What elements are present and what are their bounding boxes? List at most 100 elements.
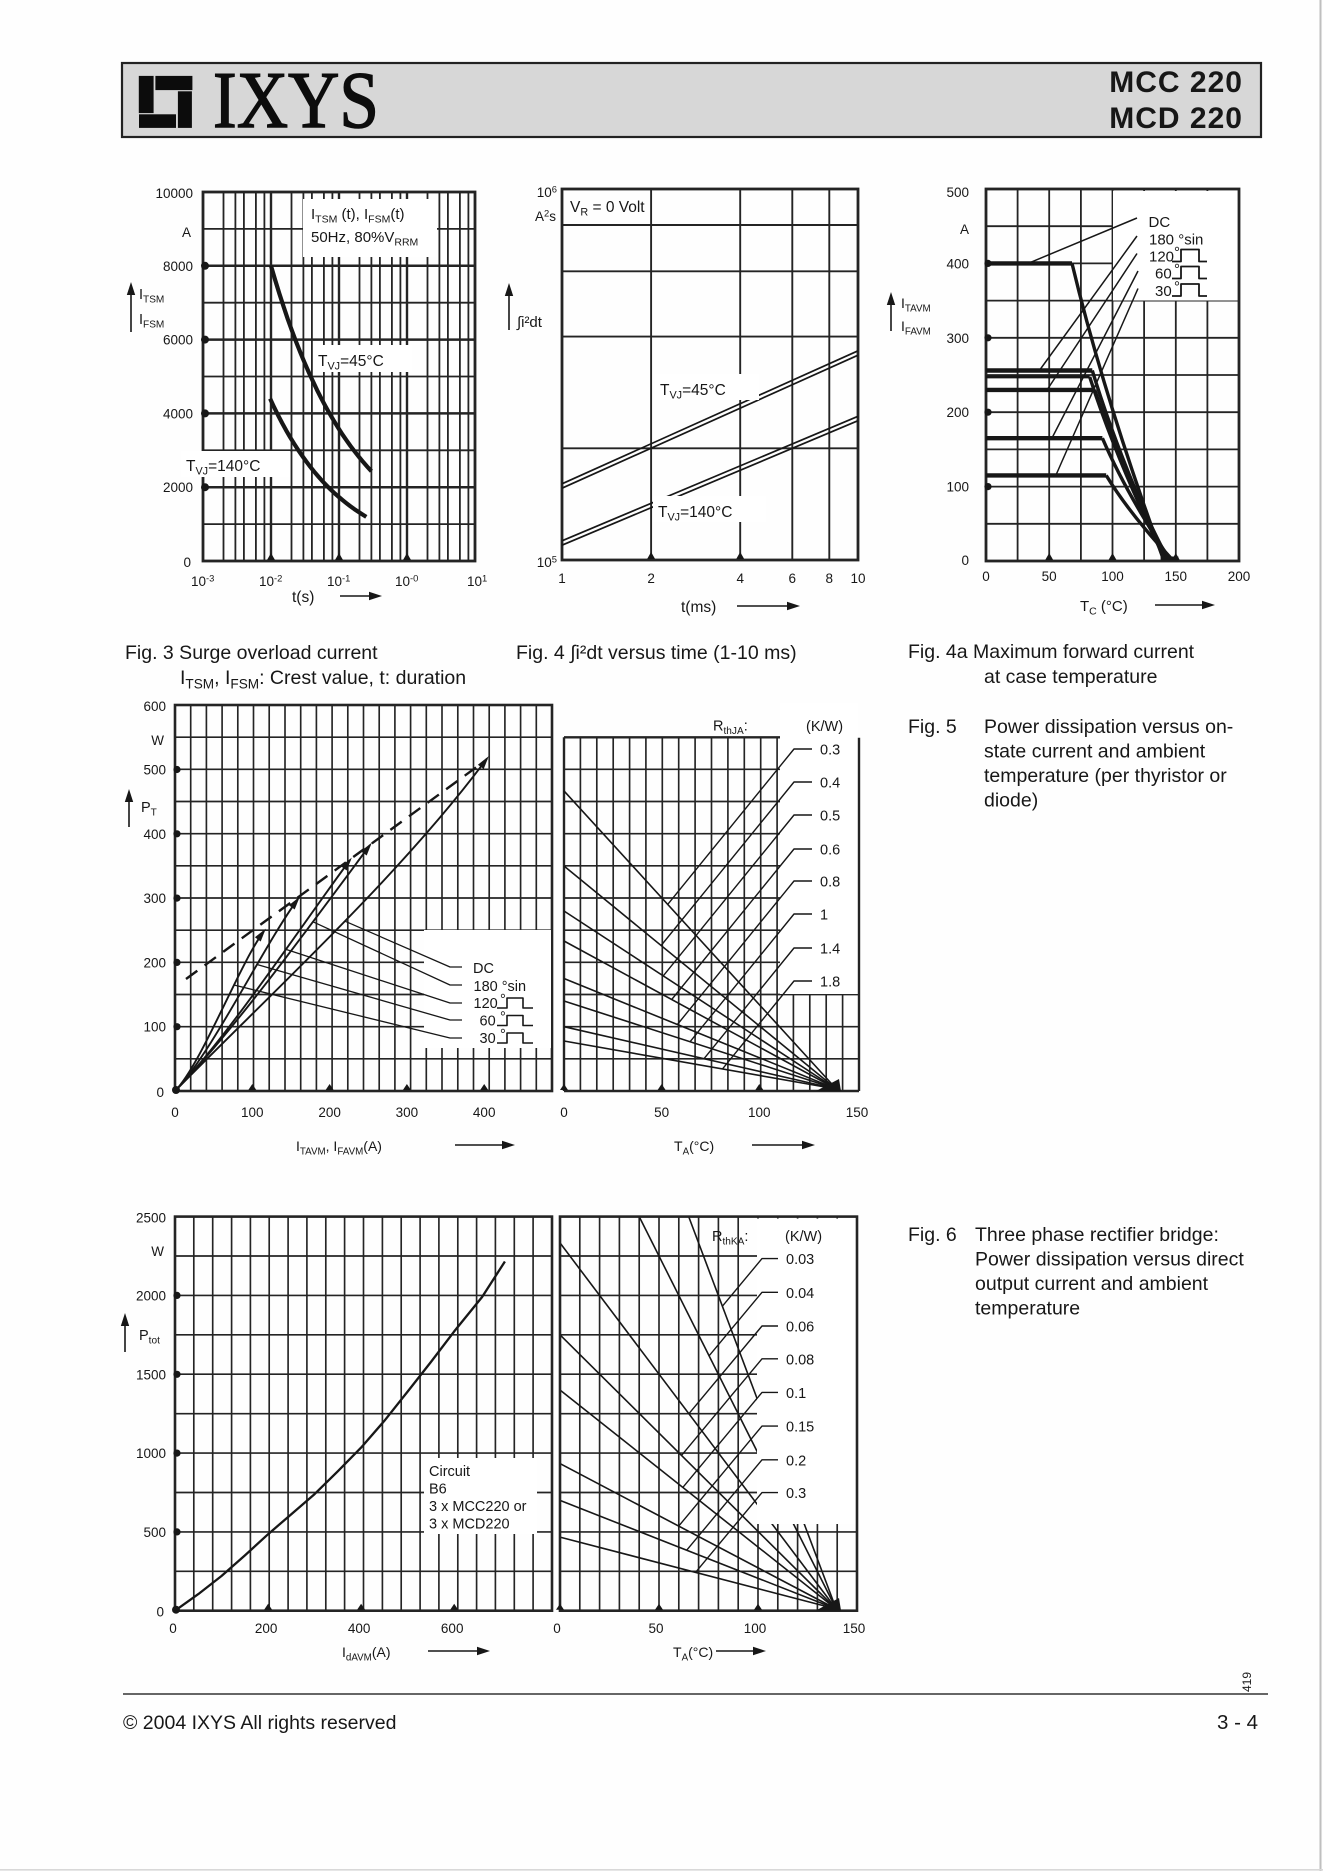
svg-text:IXYS: IXYS — [213, 57, 379, 145]
svg-text:8: 8 — [826, 571, 834, 586]
svg-text:°: ° — [1174, 279, 1180, 296]
svg-text:0.08: 0.08 — [786, 1352, 814, 1368]
svg-text:100: 100 — [241, 1105, 264, 1120]
svg-text:105: 105 — [537, 554, 557, 571]
svg-text:t(s): t(s) — [292, 589, 314, 606]
svg-text:0.06: 0.06 — [786, 1320, 814, 1336]
svg-text:0: 0 — [560, 1105, 568, 1120]
svg-text:100: 100 — [946, 480, 969, 495]
svg-text:Fig. 3 Surge overload current: Fig. 3 Surge overload current — [125, 642, 378, 664]
svg-text:TA(°C): TA(°C) — [673, 1644, 713, 1663]
svg-text:0: 0 — [183, 555, 191, 570]
svg-text:6: 6 — [789, 571, 797, 586]
svg-text:TC (°C): TC (°C) — [1080, 598, 1128, 618]
svg-text:1500: 1500 — [136, 1367, 166, 1382]
svg-text:200: 200 — [318, 1105, 341, 1120]
svg-text:180 °sin: 180 °sin — [474, 979, 527, 995]
svg-text:60: 60 — [1155, 266, 1172, 283]
svg-text:0.04: 0.04 — [786, 1286, 814, 1302]
svg-text:0.2: 0.2 — [786, 1453, 806, 1469]
svg-text:100: 100 — [744, 1621, 767, 1636]
svg-text:temperature: temperature — [975, 1298, 1080, 1320]
svg-text:200: 200 — [946, 405, 969, 420]
svg-text:4000: 4000 — [163, 406, 193, 421]
svg-text:RthJA:: RthJA: — [713, 719, 748, 738]
svg-text:(K/W): (K/W) — [806, 719, 843, 735]
svg-text:100: 100 — [143, 1020, 166, 1035]
svg-text:°: ° — [500, 1027, 506, 1043]
svg-text:W: W — [151, 1244, 164, 1259]
svg-text:TVJ=45°C: TVJ=45°C — [660, 382, 726, 402]
svg-text:1.4: 1.4 — [820, 942, 840, 958]
svg-text:TA(°C): TA(°C) — [674, 1138, 714, 1157]
svg-text:diode): diode) — [984, 790, 1038, 812]
svg-text:Fig. 4 ∫i²dt versus time (1-1: Fig. 4 ∫i²dt versus time (1-10 ms) — [516, 642, 797, 664]
svg-text:°: ° — [1174, 244, 1180, 261]
svg-text:Power dissipation versus direc: Power dissipation versus direct — [975, 1249, 1244, 1271]
svg-text:400: 400 — [348, 1621, 371, 1636]
svg-text:DC: DC — [473, 961, 494, 977]
svg-text:RthKA:: RthKA: — [712, 1229, 748, 1248]
svg-text:Fig. 6: Fig. 6 — [908, 1224, 957, 1246]
svg-text:8000: 8000 — [163, 259, 193, 274]
svg-text:ITSM: ITSM — [139, 287, 164, 306]
svg-text:1000: 1000 — [136, 1446, 166, 1461]
svg-text:150: 150 — [843, 1621, 866, 1636]
svg-text:IdAVM(A): IdAVM(A) — [342, 1644, 391, 1663]
svg-text:0: 0 — [171, 1105, 179, 1120]
svg-text:Fig. 5: Fig. 5 — [908, 716, 957, 738]
svg-text:t(ms): t(ms) — [681, 599, 716, 616]
svg-text:6000: 6000 — [163, 333, 193, 348]
svg-text:10-0: 10-0 — [395, 573, 418, 590]
svg-text:400: 400 — [946, 256, 969, 271]
svg-text:2000: 2000 — [136, 1288, 166, 1303]
svg-text:0: 0 — [982, 569, 990, 584]
svg-text:30: 30 — [1155, 283, 1172, 300]
svg-text:Three phase rectifier bridge:: Three phase rectifier bridge: — [975, 1224, 1219, 1246]
svg-text:100: 100 — [748, 1105, 771, 1120]
svg-text:W: W — [151, 733, 164, 748]
svg-text:ITSM (t), IFSM(t): ITSM (t), IFSM(t) — [311, 206, 405, 226]
svg-text:60: 60 — [480, 1014, 496, 1030]
svg-text:Ptot: Ptot — [139, 1328, 160, 1347]
svg-text:150: 150 — [1165, 569, 1188, 584]
svg-text:30: 30 — [480, 1031, 496, 1047]
svg-text:10-1: 10-1 — [327, 573, 350, 590]
svg-text:10-3: 10-3 — [191, 573, 214, 590]
svg-text:1.8: 1.8 — [820, 975, 840, 991]
svg-text:1: 1 — [558, 571, 566, 586]
svg-text:at case temperature: at case temperature — [984, 666, 1157, 688]
svg-text:3 x MCD220: 3 x MCD220 — [429, 1517, 510, 1533]
svg-text:PT: PT — [141, 800, 157, 819]
svg-text:600: 600 — [441, 1621, 464, 1636]
svg-text:state current and ambient: state current and ambient — [984, 741, 1206, 763]
svg-text:4: 4 — [736, 571, 744, 586]
svg-text:0.6: 0.6 — [820, 843, 840, 859]
svg-text:TVJ=140°C: TVJ=140°C — [658, 504, 732, 524]
svg-text:400: 400 — [473, 1105, 496, 1120]
svg-text:0: 0 — [553, 1621, 561, 1636]
svg-text:TVJ=140°C: TVJ=140°C — [186, 458, 260, 478]
svg-text:ITSM, IFSM: Crest value, t: du: ITSM, IFSM: Crest value, t: duration — [180, 667, 466, 692]
svg-text:A: A — [960, 222, 969, 237]
svg-text:120: 120 — [1149, 249, 1174, 266]
svg-text:1: 1 — [820, 908, 828, 924]
svg-text:600: 600 — [143, 699, 166, 714]
svg-text:120: 120 — [474, 996, 498, 1012]
svg-text:IFSM: IFSM — [139, 312, 164, 331]
svg-text:output current and ambient: output current and ambient — [975, 1273, 1209, 1295]
svg-text:100: 100 — [1101, 569, 1124, 584]
svg-text:2: 2 — [647, 571, 655, 586]
svg-text:300: 300 — [946, 331, 969, 346]
svg-text:419: 419 — [1240, 1672, 1254, 1692]
svg-text:500: 500 — [143, 763, 166, 778]
svg-text:50Hz, 80%VRRM: 50Hz, 80%VRRM — [311, 229, 418, 249]
svg-text:0: 0 — [156, 1085, 164, 1100]
svg-text:500: 500 — [143, 1525, 166, 1540]
svg-text:ITAVM, IFAVM(A): ITAVM, IFAVM(A) — [296, 1138, 382, 1157]
svg-text:0.3: 0.3 — [820, 743, 840, 759]
svg-text:200: 200 — [255, 1621, 278, 1636]
svg-text:°: ° — [500, 992, 506, 1008]
svg-text:Circuit: Circuit — [429, 1464, 470, 1480]
svg-text:TVJ=45°C: TVJ=45°C — [318, 353, 384, 373]
